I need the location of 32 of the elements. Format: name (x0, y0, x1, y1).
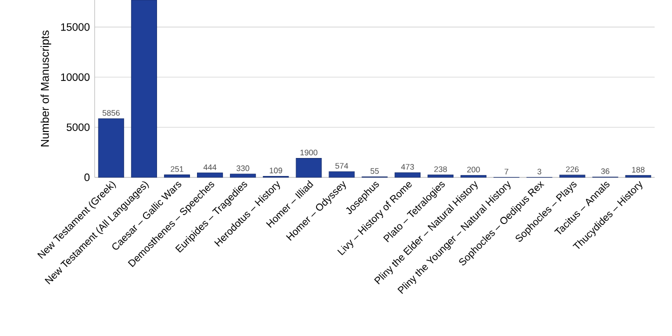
bar (230, 174, 256, 178)
y-tick-label: 15000 (61, 23, 90, 31)
bar (296, 158, 322, 178)
y-axis-title: Number of Manuscripts (40, 30, 52, 146)
data-label: 1900 (300, 150, 318, 156)
data-label: 7 (504, 168, 508, 174)
data-label: 330 (236, 165, 250, 172)
data-label: 251 (170, 166, 184, 172)
data-label: 109 (270, 168, 282, 174)
data-label: 444 (203, 164, 216, 170)
bar (98, 118, 124, 178)
bar (164, 174, 190, 178)
data-label: 36 (601, 168, 610, 174)
y-tick-label: 10000 (61, 73, 90, 81)
data-label: 5856 (102, 110, 120, 116)
bar (428, 174, 454, 178)
bar (394, 172, 421, 178)
bar (328, 171, 355, 178)
data-label: 3 (537, 168, 542, 174)
bar (131, 0, 158, 178)
bar (559, 174, 586, 178)
data-label: 574 (335, 163, 348, 169)
data-label: 188 (632, 166, 645, 173)
y-tick-label: 0 (84, 174, 90, 182)
data-label: 473 (401, 164, 414, 170)
data-label: 238 (434, 166, 447, 172)
bar (197, 172, 223, 178)
data-label: 226 (566, 166, 579, 172)
data-label: 55 (370, 168, 379, 174)
data-label: 200 (467, 166, 480, 172)
bar (460, 175, 486, 178)
y-tick-label: 5000 (66, 123, 90, 132)
